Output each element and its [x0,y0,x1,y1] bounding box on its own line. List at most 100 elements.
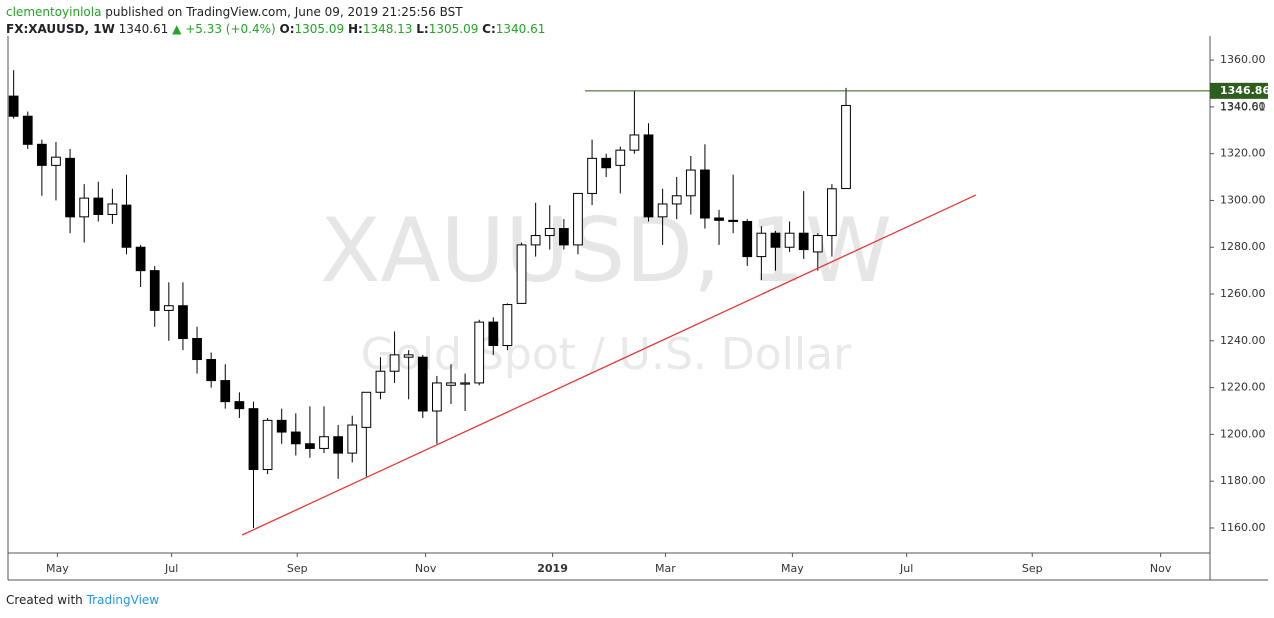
candle-body [615,149,626,166]
candle-body [206,359,217,382]
c: 1340.61 [495,22,546,36]
x-tick-label: May [781,562,804,575]
candle-body [460,382,470,385]
candle-body [403,354,414,358]
y-tick-label: 1200.00 [1220,427,1266,440]
l-label: L: [416,22,429,36]
candle-body [22,115,33,145]
x-tick-label: Jul [899,562,913,575]
x-tick-label: Nov [415,562,437,575]
candle-body [643,134,654,218]
footer: Created with TradingView [6,593,159,607]
y-tick-label: 1180.00 [1220,474,1266,487]
x-tick-label: Mar [655,562,676,575]
candle-body [516,244,527,304]
y-tick-label: 1220.00 [1220,381,1266,394]
o: 1305.09 [294,22,345,36]
watermark-sub: Gold Spot / U.S. Dollar [361,329,852,380]
candle-body [558,228,569,246]
brand[interactable]: TradingView [86,593,160,607]
candle-body [812,235,823,253]
created: Created with [6,593,83,607]
candle-body [417,356,428,412]
candle-body [234,401,245,410]
candle-body [262,419,273,470]
candle-body [432,382,442,412]
x-tick-label: May [46,562,69,575]
candle-body [502,304,513,346]
candle-body [375,370,386,393]
candle-body [714,217,724,221]
up-arrow: ▲ [172,22,182,36]
candle-body [121,204,132,248]
candle-body [192,337,202,361]
x-tick-label: Jul [164,562,178,575]
trendline [241,194,977,536]
published: published on TradingView.com, June 09, 2… [105,5,463,19]
candle-body [178,305,188,339]
candle-body [361,391,372,428]
o-label: O: [279,22,295,36]
author[interactable]: clementoyinlola [6,5,102,19]
candle-body [770,232,781,248]
chart: XAUUSD, 1W Gold Spot / U.S. Dollar 1160.… [7,36,1270,581]
candle-body [530,235,541,246]
candle-body [827,188,837,237]
hline-price-box [1210,82,1268,99]
candle-body [474,321,485,384]
candle-body [36,143,47,166]
candle-body [685,169,696,197]
hline-price: 1346.86 [1220,84,1270,97]
candle-body [276,419,287,433]
header-line-2: FX:XAUUSD, 1W 1340.61 ▲ +5.33 (+0.4%) O:… [6,22,545,36]
x-tick-label: 2019 [537,562,568,575]
candle-body [700,169,710,219]
candle-body [488,321,499,346]
y-tick-label: 1300.00 [1220,193,1266,206]
candle-body [841,104,851,190]
candle-body [347,424,358,454]
candle-body [93,197,104,215]
candle-body [573,192,583,246]
candle-body [756,232,767,258]
candle-body [149,270,160,311]
y-tick-label: 1340.00 [1220,100,1266,113]
candle-body [671,195,682,205]
y-tick-label: 1240.00 [1220,334,1266,347]
x-tick-label: Nov [1150,562,1172,575]
candle-body [728,219,739,223]
candle-body [107,203,118,215]
candle-body [544,228,555,237]
header-line-1: clementoyinlola published on TradingView… [6,5,463,19]
x-tick-label: Sep [287,562,308,575]
candle-body [333,436,344,454]
candle-body [629,134,640,151]
candle-body [163,305,174,311]
last-price: 1340.61 [1220,100,1266,113]
candle-body [587,157,597,194]
candle-body [657,203,668,218]
watermark: XAUUSD, 1W [320,199,892,302]
candle-body [319,436,329,449]
candle-body [79,197,90,218]
candle-body [290,431,301,445]
candle-body [8,95,19,117]
y-tick-label: 1260.00 [1220,287,1266,300]
candle-body [446,382,456,386]
candle-body [305,443,315,449]
candle-body [389,354,400,372]
h: 1348.13 [362,22,413,36]
y-tick-label: 1320.00 [1220,147,1266,160]
y-tick-label: 1280.00 [1220,240,1266,253]
candle-body [742,221,753,258]
candle-body [51,156,61,166]
candle-body [65,157,75,218]
y-tick-label: 1360.00 [1220,53,1266,66]
symbol: FX:XAUUSD, 1W [6,22,115,36]
h-label: H: [347,22,363,36]
candle-body [784,232,795,248]
x-tick-label: Sep [1022,562,1043,575]
last: 1340.61 [118,22,169,36]
candle-body [798,232,809,251]
